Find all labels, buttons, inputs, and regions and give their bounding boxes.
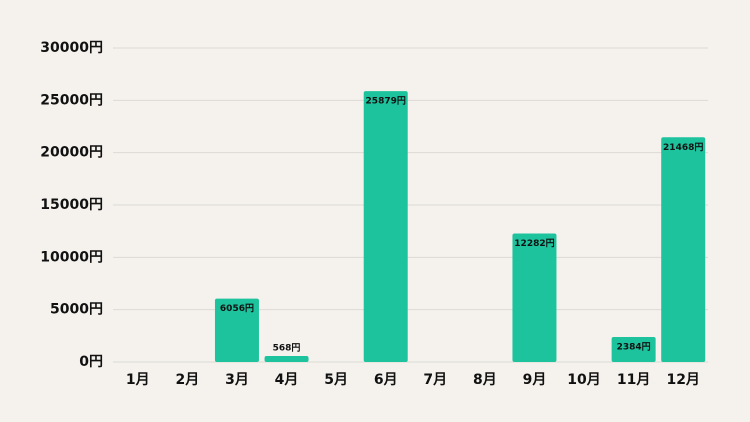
x-tick-label: 1月 — [126, 372, 150, 388]
bar — [363, 91, 408, 363]
x-tick-label: 12月 — [666, 372, 699, 388]
x-tick-label: 7月 — [423, 372, 447, 388]
y-tick-label: 15000円 — [40, 197, 103, 213]
value-label: 568円 — [273, 343, 301, 354]
bar — [214, 298, 259, 362]
x-tick-label: 2月 — [176, 372, 200, 388]
value-label: 6056円 — [220, 303, 254, 314]
bar — [661, 137, 706, 362]
y-tick-label: 25000円 — [40, 92, 103, 108]
x-tick-label: 6月 — [374, 372, 398, 388]
value-label: 12282円 — [514, 238, 554, 249]
bar — [512, 233, 557, 362]
x-tick-label: 10月 — [567, 372, 600, 388]
y-tick-label: 20000円 — [40, 145, 103, 161]
x-tick-label: 5月 — [324, 372, 348, 388]
value-label: 25879円 — [366, 96, 406, 107]
y-tick-label: 0円 — [79, 354, 103, 370]
y-tick-label: 30000円 — [40, 40, 103, 56]
x-tick-label: 11月 — [617, 372, 650, 388]
x-tick-label: 9月 — [523, 372, 547, 388]
bar — [611, 337, 656, 362]
y-tick-label: 10000円 — [40, 249, 103, 265]
value-label: 2384円 — [617, 342, 651, 353]
x-tick-label: 3月 — [225, 372, 249, 388]
x-tick-label: 8月 — [473, 372, 497, 388]
bar — [264, 356, 309, 362]
x-tick-label: 4月 — [275, 372, 299, 388]
value-label: 21468円 — [663, 142, 703, 153]
y-tick-label: 5000円 — [50, 302, 103, 318]
